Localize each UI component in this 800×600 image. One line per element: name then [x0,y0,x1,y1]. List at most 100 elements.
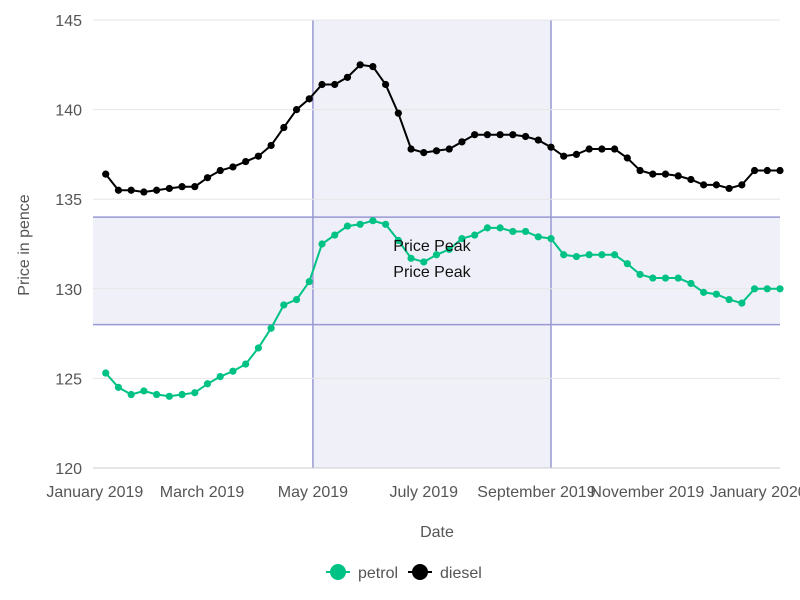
petrol-point [623,260,631,268]
diesel-point [471,131,479,139]
petrol-point [127,390,135,399]
x-tick-label: July 2019 [390,484,459,501]
x-axis-title: Date [420,524,454,541]
petrol-point [560,251,568,259]
legend-item-diesel: diesel [408,564,482,582]
petrol-point [445,245,453,253]
petrol-point [687,279,695,288]
diesel-point [140,188,148,196]
petrol-point [318,240,326,248]
diesel-point [178,183,186,191]
petrol-point [649,274,657,282]
y-tick-label: 145 [55,13,82,30]
diesel-point [509,131,517,139]
diesel-point [165,184,173,193]
diesel-point [280,123,288,132]
x-tick-label: January 2020 [710,484,800,501]
petrol-point [254,344,262,352]
diesel-point [445,145,453,153]
petrol-point [509,227,517,236]
diesel-point [305,95,313,103]
legend-label: diesel [440,565,482,582]
diesel-point [127,186,135,194]
petrol-point [763,285,771,293]
diesel-point [572,150,581,158]
diesel-point [382,80,390,89]
petrol-point [521,227,530,236]
petrol-point [305,278,313,286]
diesel-point [242,157,250,166]
petrol-point [776,285,784,293]
petrol-point [496,224,504,232]
petrol-point [203,380,212,388]
series-diesel [102,61,784,196]
diesel-point [534,136,542,144]
series-petrol [102,217,784,400]
diesel-point [725,184,733,193]
petrol-point [712,290,720,298]
x-band-label: Price Peak [393,238,471,255]
petrol-point [674,274,682,282]
petrol-point [331,231,339,239]
petrol-point [356,220,364,228]
diesel-point [420,149,428,157]
diesel-point [203,174,212,182]
petrol-point [725,295,733,304]
petrol-point [114,383,123,391]
diesel-point [191,183,199,191]
diesel-point [153,186,161,194]
legend-marker [330,564,346,580]
petrol-point [216,373,224,381]
diesel-point [700,181,708,189]
diesel-point [343,73,352,81]
petrol-point [420,258,428,266]
diesel-point [369,62,377,71]
series-layer [102,61,784,400]
petrol-point [458,235,466,243]
petrol-point [102,369,110,377]
diesel-point [649,170,657,178]
diesel-point [521,132,530,141]
petrol-point [611,251,619,259]
diesel-point [547,143,555,151]
diesel-point [407,145,415,153]
petrol-point [598,251,606,259]
y-axis-title: Price in pence [16,194,33,295]
diesel-point [483,131,491,139]
y-tick-label: 125 [55,371,82,388]
petrol-point [280,301,288,309]
x-tick-label: March 2019 [160,484,245,501]
diesel-point [750,166,759,175]
diesel-point [267,141,275,150]
petrol-point [165,392,173,400]
petrol-point [534,233,542,241]
petrol-point [382,220,390,228]
petrol-point [191,389,199,397]
diesel-point [292,106,301,114]
legend-marker [412,564,428,580]
x-tick-label: November 2019 [590,484,704,501]
diesel-point [623,154,631,162]
diesel-point [114,186,123,194]
legend: petrol diesel [326,564,482,582]
diesel-point [560,152,568,160]
diesel-point [763,166,771,175]
y-band-label: Price Peak [393,264,471,281]
diesel-point [674,172,682,180]
diesel-point [496,131,504,139]
y-axis-ticks: 120 125 130 135 140 145 [55,13,82,478]
petrol-point [547,235,555,243]
petrol-point [585,251,593,259]
petrol-point [738,299,746,307]
diesel-point [356,61,364,69]
petrol-point [700,288,708,296]
diesel-point [229,163,237,171]
y-tick-label: 135 [55,192,82,209]
petrol-point [178,390,186,399]
diesel-point [394,109,402,117]
petrol-point [229,367,237,375]
petrol-point [343,222,352,230]
petrol-point [153,390,161,399]
y-tick-label: 120 [55,461,82,478]
